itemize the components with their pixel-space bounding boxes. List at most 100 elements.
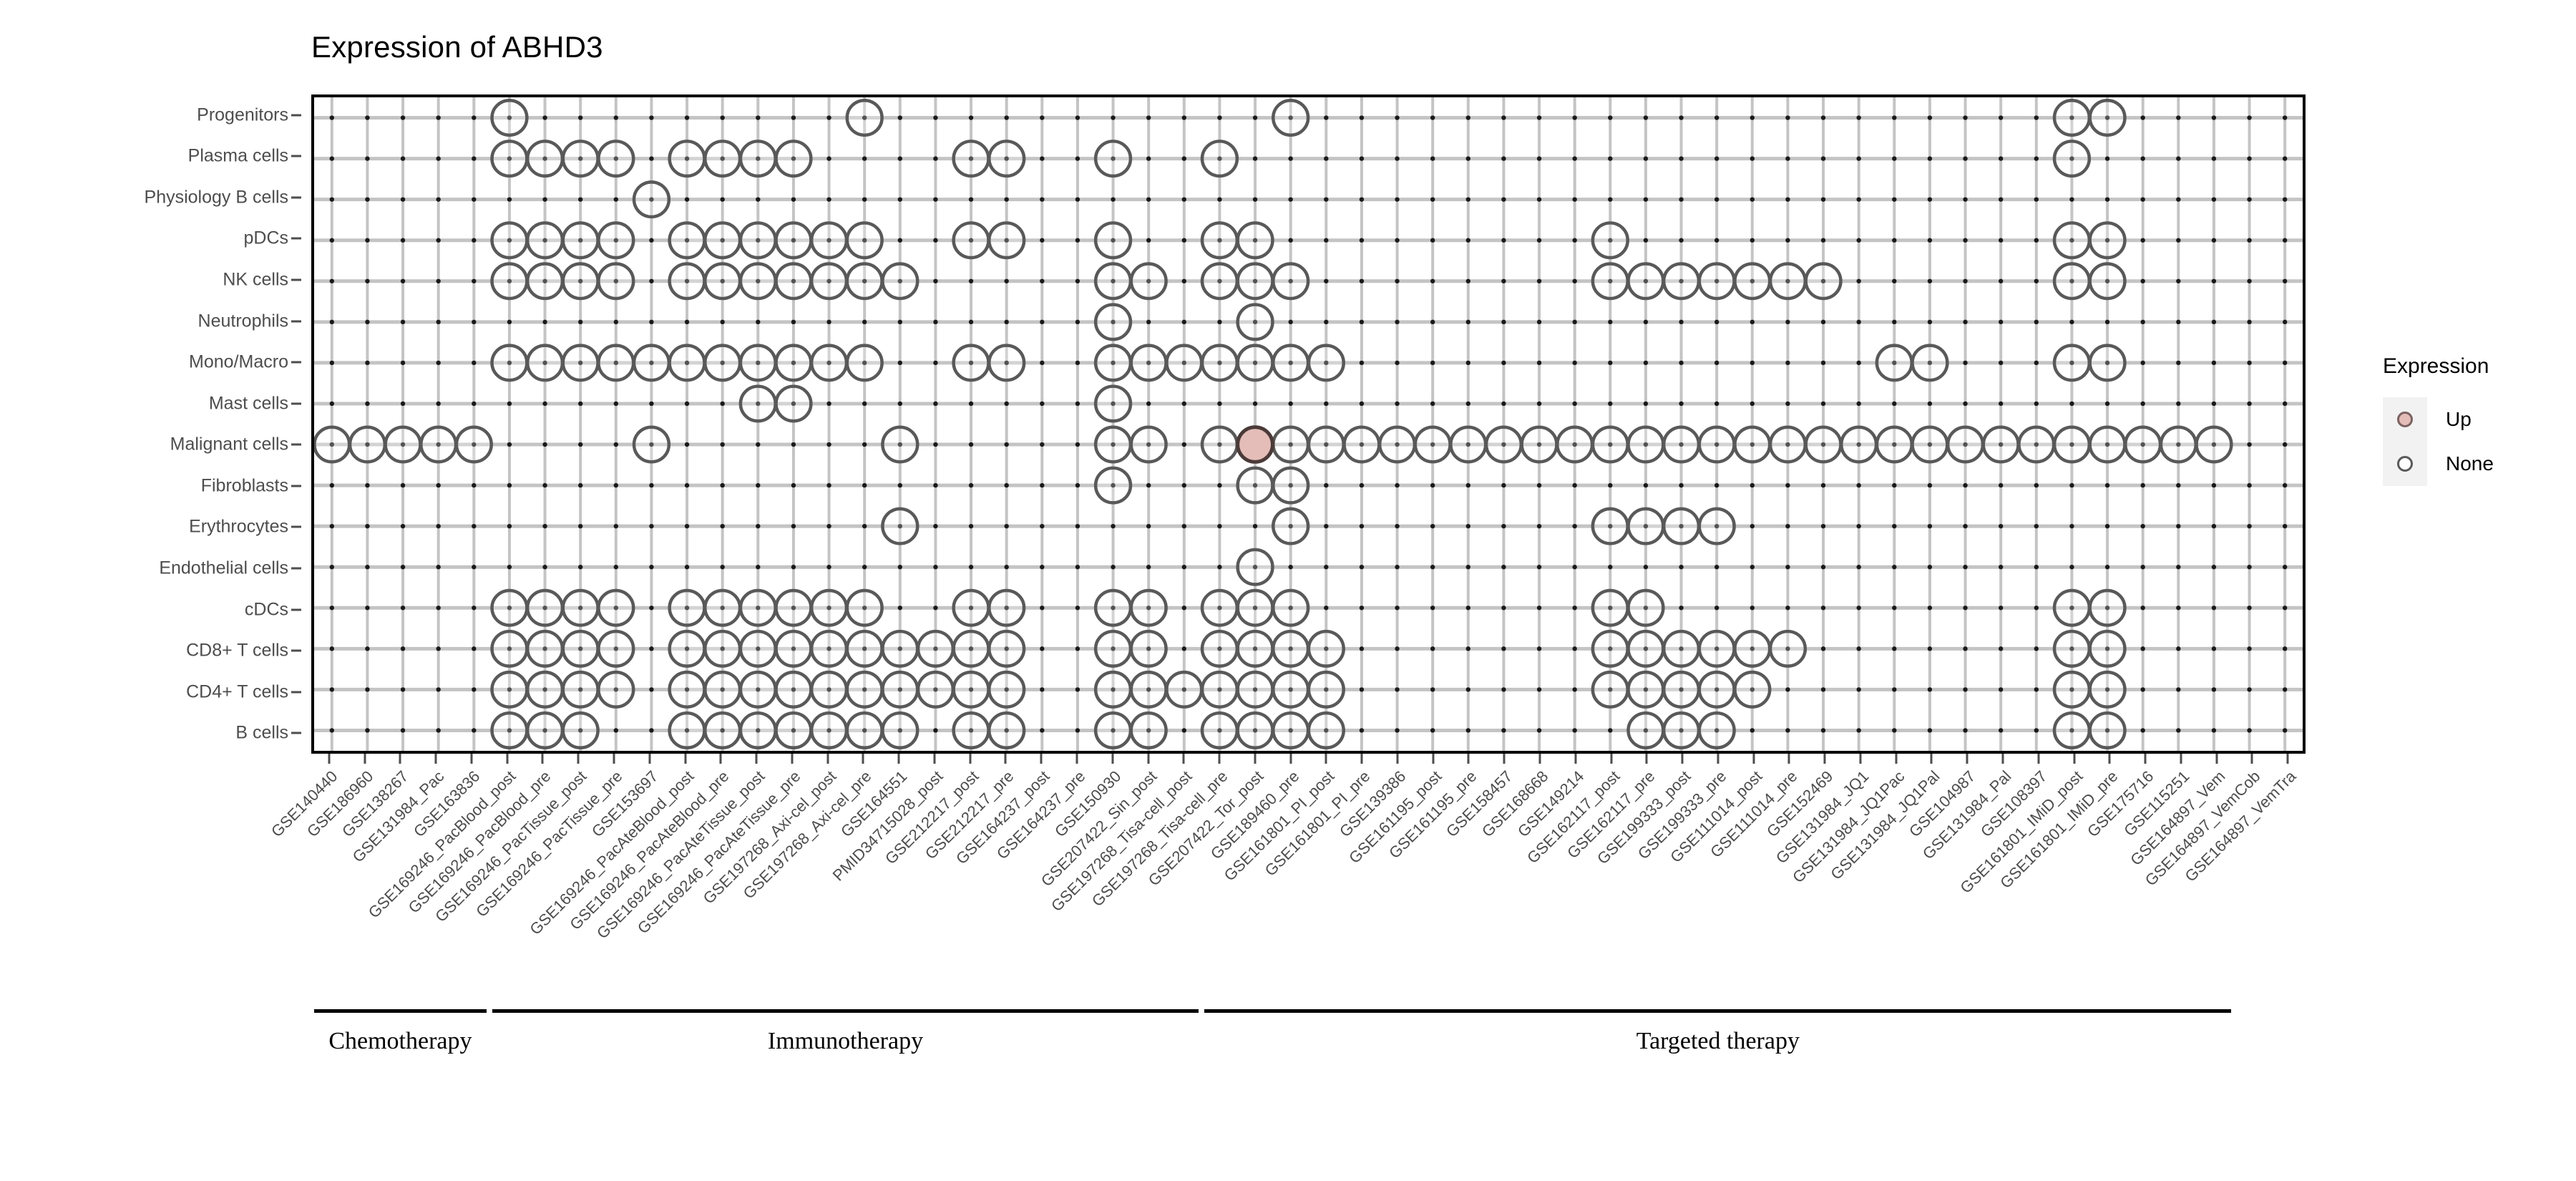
x-tick-mark <box>2037 754 2040 764</box>
dot-layer <box>314 99 2233 749</box>
y-tick-mark <box>291 567 301 570</box>
y-tick-mark <box>291 732 301 734</box>
x-tick-mark <box>1645 754 1648 764</box>
y-axis: Progenitors Plasma cells Physiology B cell… <box>0 94 304 754</box>
y-tick-label: NK cells <box>223 269 288 290</box>
x-tick-mark <box>862 754 864 764</box>
y-tick-label: Mono/Macro <box>189 351 288 372</box>
x-tick-mark <box>1966 754 1968 764</box>
y-tick-label: Endothelial cells <box>159 558 288 578</box>
x-tick-mark <box>1574 754 1577 764</box>
y-tick-mark <box>291 691 301 694</box>
y-tick-mark <box>291 320 301 323</box>
x-tick-mark <box>2108 754 2111 764</box>
x-tick-mark <box>826 754 829 764</box>
y-tick-mark <box>291 608 301 611</box>
legend-item-label: None <box>2446 452 2494 475</box>
x-tick-mark <box>969 754 972 764</box>
therapy-group-label: Immunotherapy <box>767 1028 924 1054</box>
y-tick-label: CD4+ T cells <box>186 681 288 702</box>
x-tick-mark <box>328 754 331 764</box>
y-tick-mark <box>291 196 301 199</box>
therapy-group-label: Targeted therapy <box>1636 1028 1800 1054</box>
x-tick-mark <box>2250 754 2253 764</box>
x-tick-mark <box>791 754 794 764</box>
y-tick-label: Erythrocytes <box>189 516 288 537</box>
x-tick-mark <box>1254 754 1257 764</box>
legend-swatch <box>2383 442 2427 486</box>
x-tick-mark <box>1182 754 1185 764</box>
therapy-group-label: Chemotherapy <box>328 1028 472 1054</box>
y-tick-mark <box>291 402 301 405</box>
legend-title: Expression <box>2383 354 2489 378</box>
x-tick-mark <box>1823 754 1826 764</box>
x-tick-mark <box>541 754 544 764</box>
y-tick-label: pDCs <box>243 228 288 248</box>
y-tick-label: B cells <box>235 722 288 743</box>
page-title: Expression of ABHD3 <box>311 30 603 64</box>
x-axis-ticks <box>311 754 2306 782</box>
x-tick-mark <box>1147 754 1150 764</box>
x-tick-mark <box>648 754 651 764</box>
y-tick-label: Malignant cells <box>170 434 288 455</box>
y-tick-label: cDCs <box>244 599 288 620</box>
legend-dot-icon <box>2397 456 2413 472</box>
x-tick-mark <box>1324 754 1327 764</box>
y-tick-mark <box>291 525 301 528</box>
therapy-group-bar <box>492 1009 1199 1013</box>
x-tick-mark <box>1111 754 1114 764</box>
legend-swatch <box>2383 397 2427 442</box>
y-tick-mark <box>291 114 301 117</box>
x-tick-mark <box>2001 754 2004 764</box>
x-tick-mark <box>897 754 900 764</box>
legend-dot-icon <box>2397 412 2413 427</box>
x-tick-mark <box>2144 754 2147 764</box>
y-tick-mark <box>291 485 301 487</box>
x-tick-mark <box>1752 754 1755 764</box>
x-tick-mark <box>684 754 687 764</box>
x-tick-mark <box>1895 754 1898 764</box>
x-tick-mark <box>2180 754 2182 764</box>
y-tick-label: Progenitors <box>197 105 288 125</box>
therapy-group-bar <box>1204 1009 2232 1013</box>
y-tick-mark <box>291 649 301 652</box>
y-tick-label: CD8+ T cells <box>186 640 288 661</box>
y-tick-label: Physiology B cells <box>144 187 288 208</box>
x-tick-mark <box>933 754 936 764</box>
y-tick-mark <box>291 361 301 364</box>
x-tick-mark <box>1004 754 1007 764</box>
legend-item[interactable]: None <box>2383 442 2562 486</box>
x-tick-mark <box>2215 754 2218 764</box>
x-tick-mark <box>1681 754 1684 764</box>
y-tick-mark <box>291 278 301 281</box>
y-tick-mark <box>291 237 301 240</box>
x-tick-mark <box>2286 754 2289 764</box>
x-tick-mark <box>1930 754 1933 764</box>
legend-item-label: Up <box>2446 408 2472 430</box>
x-tick-mark <box>364 754 366 764</box>
x-tick-mark <box>1360 754 1363 764</box>
x-tick-mark <box>1610 754 1613 764</box>
y-tick-label: Neutrophils <box>197 311 288 331</box>
x-tick-mark <box>755 754 758 764</box>
x-tick-mark <box>470 754 473 764</box>
x-tick-mark <box>1075 754 1078 764</box>
x-tick-mark <box>1859 754 1862 764</box>
x-tick-mark <box>506 754 509 764</box>
therapy-group-annotations: Chemotherapy Immunotherapy Targeted therap… <box>0 0 2576 1054</box>
x-tick-mark <box>577 754 580 764</box>
x-tick-mark <box>1538 754 1541 764</box>
x-tick-mark <box>434 754 437 764</box>
legend-item[interactable]: Up <box>2383 397 2562 442</box>
x-tick-mark <box>1503 754 1506 764</box>
x-tick-mark <box>613 754 615 764</box>
y-tick-label: Fibroblasts <box>200 475 288 496</box>
dotplot-panel <box>311 94 2306 754</box>
x-tick-mark <box>1396 754 1399 764</box>
legend: Expression Up None <box>2383 354 2562 486</box>
y-tick-mark <box>291 155 301 157</box>
x-tick-mark <box>2073 754 2075 764</box>
x-tick-mark <box>1467 754 1470 764</box>
x-tick-mark <box>1432 754 1435 764</box>
therapy-group-bar <box>313 1009 487 1013</box>
